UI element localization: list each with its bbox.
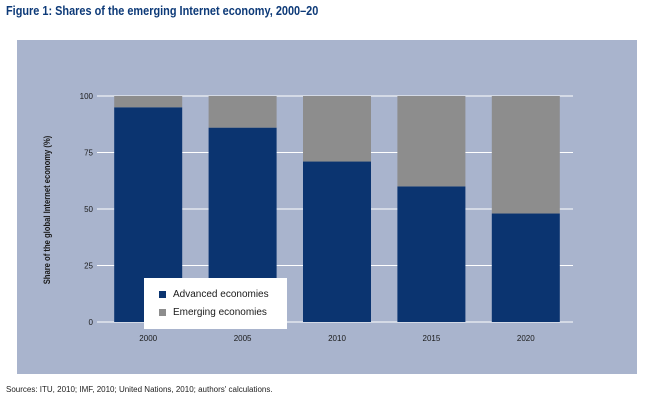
- x-tick-label: 2015: [423, 334, 441, 343]
- legend-swatch-emerging: [159, 308, 166, 316]
- x-tick-label: 2010: [328, 334, 346, 343]
- y-tick-label: 50: [84, 205, 93, 214]
- legend-label-emerging: Emerging economies: [173, 306, 267, 318]
- chart-panel: 0 25 50 75 100 2000 2005 2010 2015 2020 Share of…: [17, 40, 637, 374]
- x-tick-label: 2005: [234, 334, 252, 343]
- bar-emerging-2010: [303, 96, 371, 162]
- bar-advanced-2020: [491, 213, 560, 322]
- bar-advanced-2015: [397, 186, 466, 322]
- legend-item-emerging: Emerging economies: [159, 306, 267, 318]
- y-tick-label: 75: [84, 149, 93, 158]
- bar-advanced-2010: [303, 161, 371, 322]
- y-tick-label: 25: [84, 262, 93, 271]
- y-tick-label: 0: [89, 318, 94, 327]
- x-tick-label: 2020: [517, 334, 535, 343]
- bar-emerging-2005: [208, 96, 277, 128]
- legend-item-advanced: Advanced economies: [159, 288, 269, 300]
- stacked-bar-chart: 0 25 50 75 100 2000 2005 2010 2015 2020 Share of…: [41, 92, 573, 343]
- source-note: Sources: ITU, 2010; IMF, 2010; United Na…: [6, 385, 273, 394]
- x-tick-label: 2000: [139, 334, 157, 343]
- y-axis-label: Share of the global Internet economy (%): [41, 135, 52, 284]
- legend-swatch-advanced: [159, 290, 166, 298]
- bar-emerging-2015: [397, 96, 466, 187]
- y-tick-label: 100: [80, 92, 94, 101]
- legend-label-advanced: Advanced economies: [173, 288, 269, 300]
- bar-emerging-2000: [114, 96, 183, 108]
- y-axis-ticks: 0 25 50 75 100: [80, 92, 94, 327]
- x-axis-ticks: 2000 2005 2010 2015 2020: [139, 334, 535, 343]
- bar-emerging-2020: [491, 96, 560, 214]
- chart-legend: Advanced economies Emerging economies: [144, 278, 287, 329]
- figure-title: Figure 1: Shares of the emerging Interne…: [6, 3, 319, 18]
